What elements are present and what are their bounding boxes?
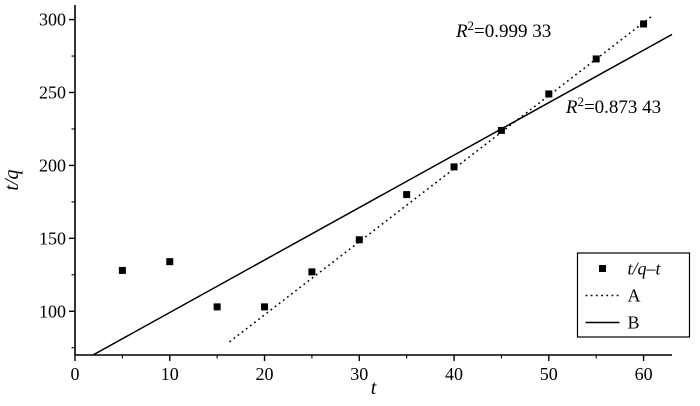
data-point-marker [640, 20, 648, 28]
y-tick-label: 250 [39, 83, 66, 103]
legend-label: B [628, 313, 640, 333]
r-squared-annotation: R2=0.873 43 [565, 94, 661, 118]
fit-line-B [92, 33, 673, 356]
x-tick-label: 0 [71, 364, 80, 384]
x-tick-label: 60 [635, 364, 653, 384]
y-tick-label: 100 [39, 301, 66, 321]
data-point-marker [592, 55, 600, 63]
x-tick-label: 20 [256, 364, 274, 384]
data-point-marker [403, 191, 411, 199]
legend-label: A [628, 286, 641, 306]
x-tick-label: 40 [445, 364, 463, 384]
data-point-marker [355, 236, 363, 244]
x-tick-label: 50 [540, 364, 558, 384]
x-tick-label: 10 [161, 364, 179, 384]
data-point-marker [450, 163, 458, 171]
data-point-marker [261, 303, 269, 311]
data-point-marker [308, 268, 316, 276]
data-point-marker [545, 90, 553, 98]
legend-square-marker [599, 265, 606, 272]
r-squared-annotation: R2=0.999 33 [455, 18, 551, 42]
y-tick-label: 300 [39, 10, 66, 30]
legend-label: t/q–t [628, 259, 662, 279]
y-tick-label: 200 [39, 155, 66, 175]
x-axis-label: t [371, 377, 377, 399]
data-point-marker [213, 303, 221, 311]
data-points [118, 20, 648, 311]
legend: t/q–t AB [576, 252, 691, 338]
data-point-marker [166, 258, 174, 266]
y-tick-label: 150 [39, 228, 66, 248]
data-point-marker [118, 266, 126, 274]
annotations: R2=0.999 33 R2=0.873 43 [455, 18, 661, 118]
data-point-marker [497, 126, 505, 134]
y-axis-label: t/q [1, 169, 23, 190]
axes: 0 10 20 30 40 50 60 100 150 200 250 300 t t/q [1, 5, 672, 399]
fit-lines [92, 16, 673, 356]
x-tick-label: 30 [350, 364, 368, 384]
fit-line-A [229, 16, 652, 343]
